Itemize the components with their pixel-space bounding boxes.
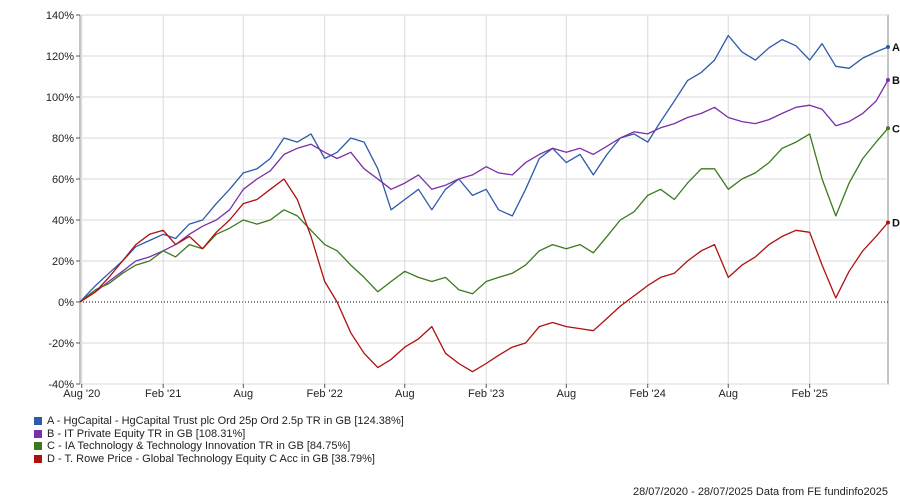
- series-end-point-c: [886, 126, 890, 131]
- x-tick-label: Feb '25: [791, 388, 827, 400]
- y-tick-label: 120%: [46, 51, 74, 63]
- x-tick-label: Aug: [395, 388, 415, 400]
- y-tick-label: 20%: [52, 256, 74, 268]
- x-tick-label: Aug '20: [63, 388, 100, 400]
- grid: [79, 14, 889, 385]
- legend-item: D - T. Rowe Price - Global Technology Eq…: [34, 453, 404, 466]
- y-tick-label: 140%: [46, 10, 74, 22]
- series-end-point-b: [886, 77, 890, 82]
- x-tick-label: Aug: [233, 388, 253, 400]
- plot-frame: [79, 14, 889, 385]
- x-tick-label: Feb '22: [307, 388, 343, 400]
- series-end-point-d: [886, 220, 890, 225]
- end-labels: A B C D: [892, 42, 900, 229]
- legend: A - HgCapital - HgCapital Trust plc Ord …: [34, 415, 404, 465]
- y-tick-label: 100%: [46, 92, 74, 104]
- series-end-label-b: B: [892, 75, 900, 87]
- y-tick-label: -20%: [48, 338, 74, 350]
- legend-item: A - HgCapital - HgCapital Trust plc Ord …: [34, 415, 404, 428]
- axes: -40% -20% 0% 20% 40% 60% 80% 100% 120% 140% Aug '2…: [46, 10, 828, 400]
- x-tick-label: Feb '23: [468, 388, 504, 400]
- series-line-d: [79, 178, 889, 373]
- legend-swatch: [34, 417, 42, 426]
- legend-label: B - IT Private Equity TR in GB [108.31%]: [47, 427, 246, 440]
- legend-label: C - IA Technology & Technology Innovatio…: [47, 440, 351, 452]
- legend-item: C - IA Technology & Technology Innovatio…: [34, 440, 404, 453]
- legend-swatch: [34, 429, 42, 438]
- y-tick-label: -40%: [48, 379, 74, 391]
- series-end-point-a: [886, 45, 890, 50]
- legend-swatch: [34, 454, 42, 463]
- legend-label: A - HgCapital - HgCapital Trust plc Ord …: [47, 415, 404, 427]
- x-tick-label: Aug: [557, 388, 577, 400]
- y-tick-label: 60%: [52, 174, 74, 186]
- series-end-label-c: C: [892, 123, 900, 135]
- x-tick-label: Feb '21: [145, 388, 181, 400]
- date-range-source: 28/07/2020 - 28/07/2025 Data from FE fun…: [632, 486, 888, 498]
- series-line-c: [79, 127, 889, 303]
- series-end-label-a: A: [892, 42, 900, 54]
- x-tick-label: Feb '24: [630, 388, 666, 400]
- series-lines: [79, 34, 890, 373]
- y-tick-label: 80%: [52, 133, 74, 145]
- series-line-a: [79, 34, 889, 303]
- series-end-label-d: D: [892, 217, 900, 229]
- series-line-b: [79, 79, 889, 303]
- performance-chart: -40% -20% 0% 20% 40% 60% 80% 100% 120% 140% Aug '2…: [46, 10, 900, 400]
- legend-swatch: [34, 442, 42, 451]
- y-tick-label: 0%: [58, 297, 74, 309]
- legend-item: B - IT Private Equity TR in GB [108.31%]: [34, 428, 404, 441]
- x-tick-label: Aug: [718, 388, 738, 400]
- legend-label: D - T. Rowe Price - Global Technology Eq…: [47, 452, 375, 465]
- y-tick-label: 40%: [52, 215, 74, 227]
